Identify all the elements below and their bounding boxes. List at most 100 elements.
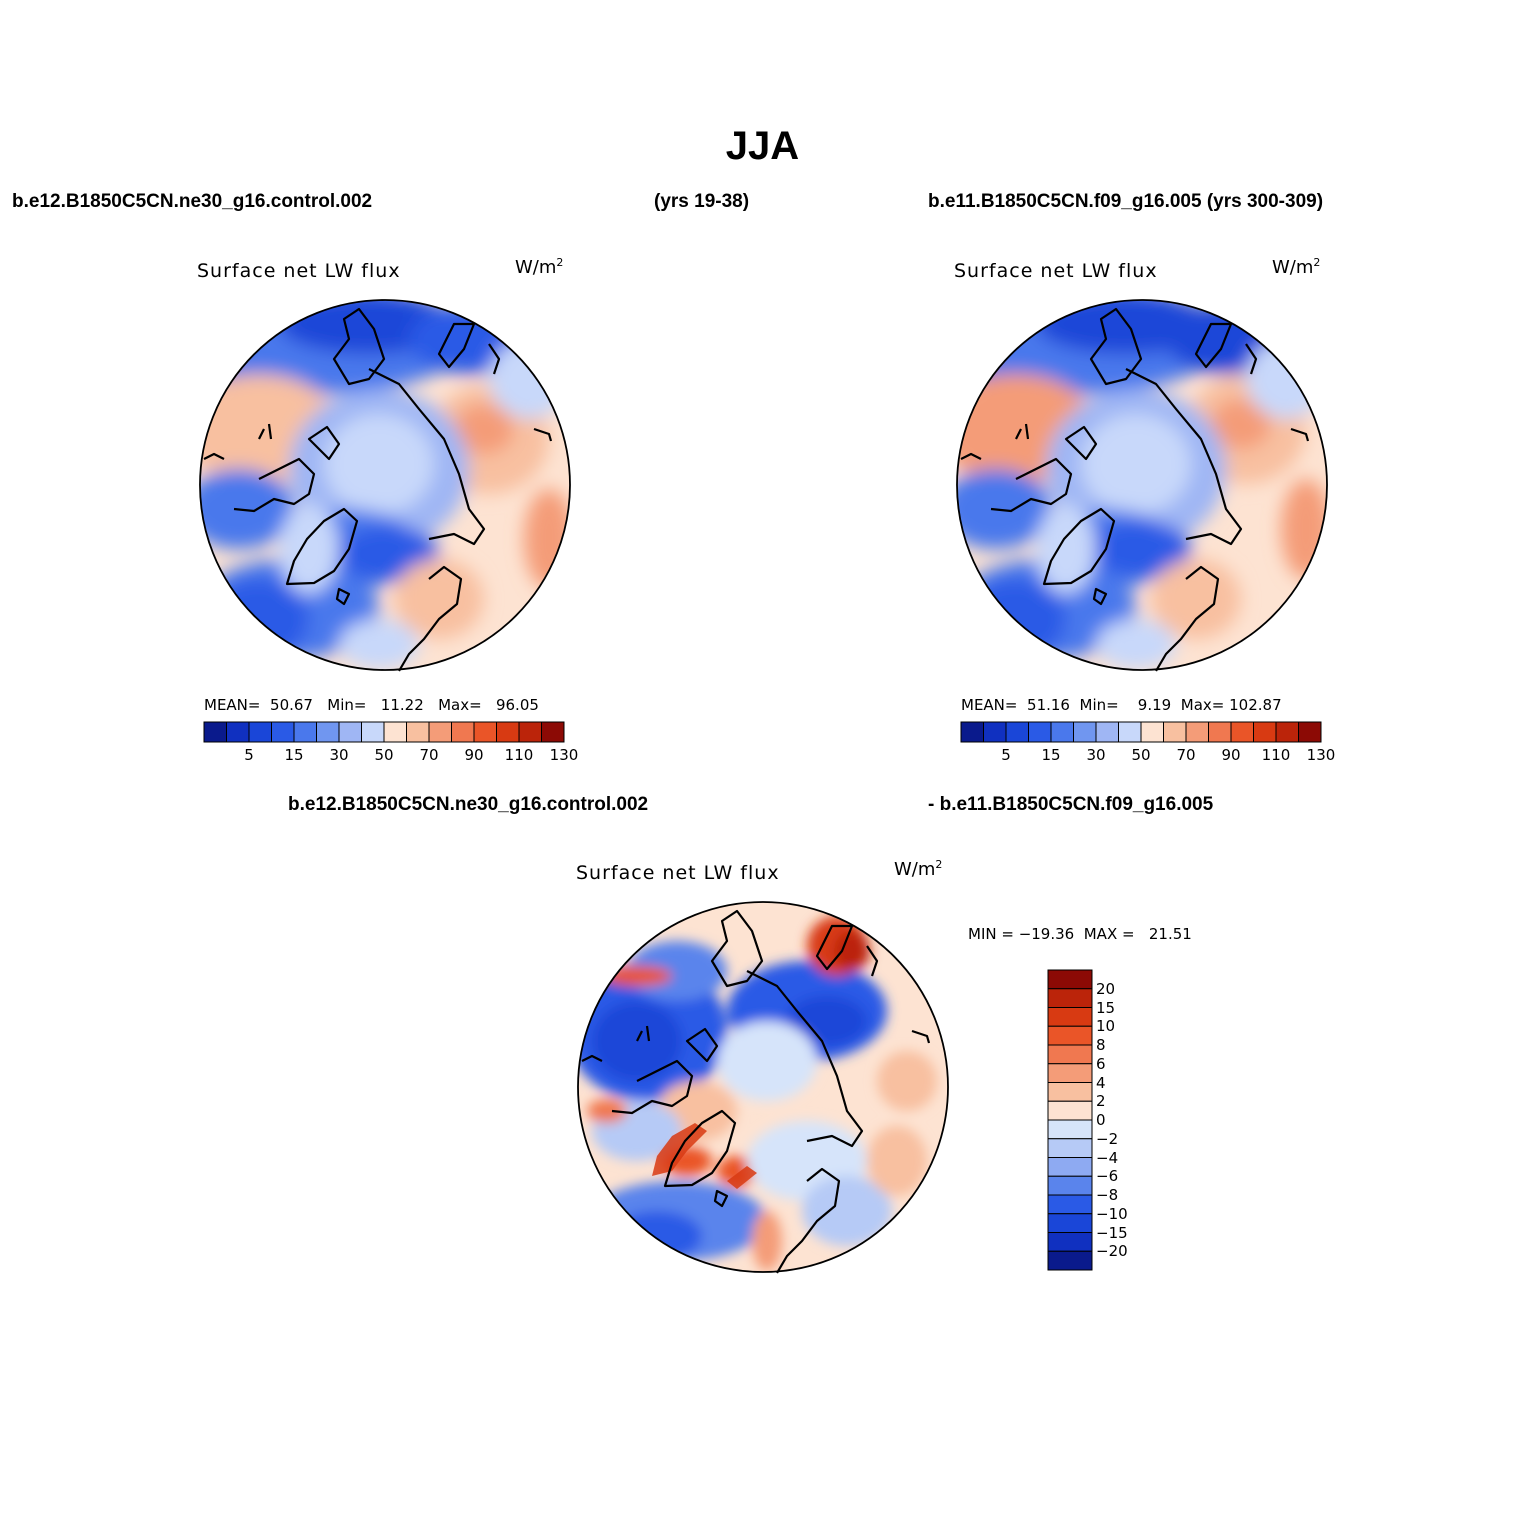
colorbar-tick-label: 30	[329, 746, 349, 764]
colorbar-1-labels: 5 15 30 50 70 90 110 130	[204, 746, 578, 766]
colorbar-2	[960, 721, 1322, 743]
colorbar-tick-label: 90	[1221, 746, 1241, 764]
colorbar-swatch	[983, 721, 1007, 743]
polar-map-1	[199, 299, 571, 672]
colorbar-swatch	[1047, 1007, 1093, 1027]
colorbar-2-labels: 5 15 30 50 70 90 110 130	[961, 746, 1335, 766]
colorbar-tick-label: 15	[1096, 998, 1116, 1017]
colorbar-swatch	[1047, 1175, 1093, 1196]
colorbar-swatch	[1095, 721, 1119, 743]
colorbar-swatch	[1118, 721, 1142, 743]
colorbar-swatch	[1047, 1044, 1093, 1065]
colorbar-swatch	[1047, 1194, 1093, 1215]
colorbar-tick-label: 15	[1041, 746, 1061, 764]
colorbar-tick-label: −10	[1096, 1204, 1128, 1223]
colorbar-swatch	[1047, 1157, 1093, 1177]
colorbar-swatch	[1163, 721, 1187, 743]
left-case-years: (yrs 19-38)	[654, 191, 750, 212]
colorbar-swatch	[1275, 721, 1299, 743]
colorbar-swatch	[1047, 1100, 1093, 1121]
colorbar-tick-label: −6	[1096, 1167, 1119, 1186]
colorbar-tick-label: −4	[1096, 1148, 1119, 1167]
colorbar-swatch	[293, 721, 317, 743]
colorbar-tick-label: 6	[1096, 1054, 1106, 1073]
colorbar-tick-label: 8	[1096, 1036, 1106, 1054]
colorbar-tick-label: 110	[504, 746, 534, 764]
colorbar-swatch	[316, 721, 340, 743]
panel-diff-stats: MIN = −19.36 MAX = 21.51	[968, 925, 1192, 943]
colorbar-swatch	[473, 721, 497, 743]
diff-case-right: - b.e11.B1850C5CN.f09_g16.005	[928, 794, 1214, 815]
colorbar-swatch	[1047, 1119, 1093, 1140]
colorbar-swatch	[428, 721, 452, 743]
colorbar-swatch	[1047, 1250, 1093, 1271]
colorbar-tick-label: −2	[1096, 1129, 1119, 1148]
colorbar-swatch	[248, 721, 272, 743]
colorbar-tick-label: −8	[1096, 1186, 1119, 1204]
colorbar-swatch	[1050, 721, 1074, 743]
colorbar-diff-labels: 20 15 10 8 6 4 2 0 −2 −4 −6 −8 −10 −15 −20	[1096, 970, 1156, 1270]
colorbar-tick-label: 70	[1176, 746, 1196, 764]
panel-2-units: W/m2	[1272, 256, 1321, 278]
colorbar-tick-label: 50	[374, 746, 394, 764]
colorbar-swatch	[960, 721, 984, 743]
colorbar-tick-label: 4	[1096, 1073, 1106, 1092]
colorbar-diff	[1047, 969, 1093, 1271]
diff-case-left: b.e12.B1850C5CN.ne30_g16.control.002	[288, 794, 649, 815]
colorbar-swatch	[383, 721, 407, 743]
colorbar-1	[203, 721, 565, 743]
colorbar-swatch	[1047, 1025, 1093, 1046]
panel-1-stats: MEAN= 50.67 Min= 11.22 Max= 96.05	[204, 696, 539, 714]
colorbar-swatch	[496, 721, 520, 743]
colorbar-tick-label: 50	[1131, 746, 1151, 764]
colorbar-swatch	[451, 721, 475, 743]
colorbar-swatch	[1230, 721, 1254, 743]
colorbar-tick-label: 15	[284, 746, 304, 764]
colorbar-swatch	[1073, 721, 1097, 743]
colorbar-swatch	[226, 721, 250, 743]
colorbar-swatch	[1140, 721, 1164, 743]
colorbar-tick-label: 10	[1096, 1017, 1116, 1036]
colorbar-tick-label: 130	[549, 746, 579, 764]
panel-2-variable: Surface net LW flux	[954, 260, 1158, 282]
colorbar-tick-label: 5	[244, 746, 254, 764]
colorbar-swatch	[1185, 721, 1209, 743]
colorbar-tick-label: 5	[1001, 746, 1011, 764]
colorbar-tick-label: 30	[1086, 746, 1106, 764]
left-case-name: b.e12.B1850C5CN.ne30_g16.control.002	[12, 191, 373, 212]
panel-2-stats: MEAN= 51.16 Min= 9.19 Max= 102.87	[961, 696, 1282, 714]
colorbar-swatch	[1298, 721, 1322, 743]
right-case-name: b.e11.B1850C5CN.f09_g16.005 (yrs 300-309…	[928, 191, 1324, 212]
colorbar-tick-label: 130	[1306, 746, 1336, 764]
colorbar-swatch	[1047, 1063, 1093, 1083]
colorbar-tick-label: 2	[1096, 1092, 1106, 1111]
panel-1-variable: Surface net LW flux	[197, 260, 401, 282]
colorbar-tick-label: 20	[1096, 979, 1116, 998]
colorbar-tick-label: 70	[419, 746, 439, 764]
polar-map-2	[956, 299, 1328, 672]
panel-diff-variable: Surface net LW flux	[576, 862, 780, 884]
colorbar-swatch	[1047, 969, 1093, 990]
panel-diff-units: W/m2	[894, 858, 943, 880]
colorbar-swatch	[1253, 721, 1277, 743]
colorbar-swatch	[338, 721, 362, 743]
colorbar-tick-label: −20	[1096, 1242, 1128, 1261]
colorbar-tick-label: 90	[464, 746, 484, 764]
colorbar-swatch	[203, 721, 227, 743]
colorbar-swatch	[1047, 1232, 1093, 1252]
colorbar-swatch	[271, 721, 295, 743]
colorbar-swatch	[541, 721, 565, 743]
colorbar-tick-label: 110	[1261, 746, 1291, 764]
colorbar-swatch	[1005, 721, 1029, 743]
colorbar-swatch	[406, 721, 430, 743]
colorbar-tick-label: −15	[1096, 1223, 1128, 1242]
colorbar-swatch	[361, 721, 385, 743]
figure-title: JJA	[725, 124, 800, 168]
colorbar-swatch	[1047, 988, 1093, 1008]
colorbar-swatch	[1047, 1213, 1093, 1233]
colorbar-swatch	[1028, 721, 1052, 743]
colorbar-tick-label: 0	[1096, 1111, 1106, 1129]
panel-1-units: W/m2	[515, 256, 564, 278]
colorbar-swatch	[518, 721, 542, 743]
polar-map-diff	[577, 901, 949, 1274]
